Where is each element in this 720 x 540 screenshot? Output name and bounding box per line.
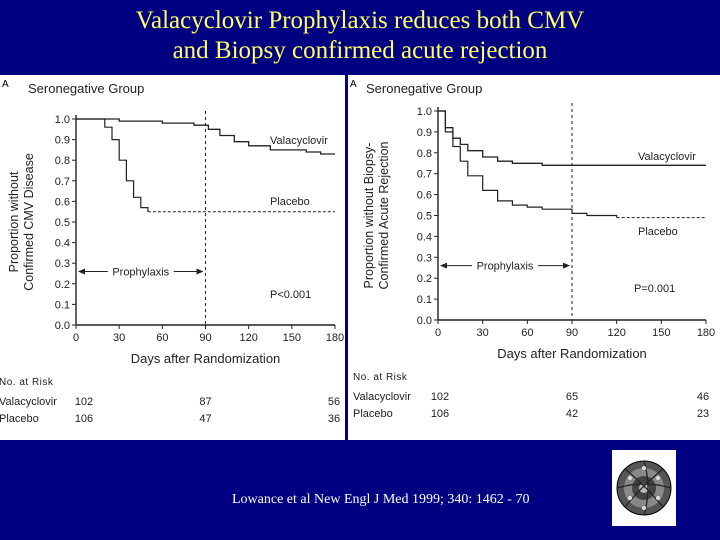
y-tick-label: 0.1 [417, 294, 432, 306]
x-tick-label: 30 [113, 332, 125, 344]
slide-title: Valacyclovir Prophylaxis reduces both CM… [0, 6, 720, 66]
y-tick-label: 0.6 [55, 196, 70, 208]
series-label-valacyclovir: Valacyclovir [638, 151, 696, 163]
at-risk-value: 102 [75, 396, 93, 408]
escher-circle-limit-icon [612, 450, 676, 526]
y-tick-label: 0.9 [417, 127, 432, 139]
prophylaxis-arrowhead-right [563, 262, 570, 269]
at-risk-value: 42 [566, 408, 578, 420]
y-axis-label-line-2: Confirmed Acute Rejection [377, 141, 391, 289]
y-tick-label: 0.0 [417, 315, 432, 327]
y-tick-label: 0.8 [55, 155, 70, 167]
prophylaxis-arrowhead-left [440, 262, 447, 269]
at-risk-header: No. at Risk [353, 372, 408, 383]
acute-rejection-chart-panel: A Seronegative Group 0.0 0.1 0.2 0.3 0.4 0.5 0.… [348, 75, 720, 440]
at-risk-row-label: Placebo [0, 413, 39, 425]
prophylaxis-label-bg [107, 263, 174, 278]
x-tick-label: 60 [521, 327, 533, 339]
at-risk-value: 106 [431, 408, 449, 420]
x-tick-label: 150 [652, 327, 670, 339]
x-tick-label: 90 [566, 327, 578, 339]
valacyclovir-curve [76, 118, 335, 155]
x-tick-label: 180 [697, 327, 715, 339]
acute-rejection-km-chart: Seronegative Group 0.0 0.1 0.2 0.3 0.4 0.5 0.6 0… [353, 81, 715, 420]
y-tick-label: 0.3 [417, 252, 432, 264]
y-tick-label: 0.3 [55, 258, 70, 270]
prophylaxis-label-bg [472, 257, 538, 272]
at-risk-value: 65 [566, 391, 578, 403]
at-risk-value: 56 [328, 396, 340, 408]
x-tick-label: 0 [73, 332, 79, 344]
y-tick-label: 0.4 [417, 231, 432, 243]
slide-title-line-1: Valacyclovir Prophylaxis reduces both CM… [135, 7, 585, 34]
x-tick-label: 120 [239, 332, 257, 344]
prophylaxis-label: Prophylaxis [477, 261, 534, 273]
y-tick-label: 0.5 [55, 217, 70, 229]
placebo-curve [76, 118, 149, 212]
prophylaxis-arrowhead-left [78, 268, 85, 275]
y-tick-label: 0.4 [55, 238, 70, 250]
at-risk-value: 106 [75, 413, 93, 425]
x-tick-label: 90 [199, 332, 211, 344]
p-value-label: P=0.001 [634, 283, 675, 295]
chart-title: Seronegative Group [366, 81, 482, 96]
x-axis-label: Days after Randomization [131, 351, 281, 366]
at-risk-row-label: Valacyclovir [0, 396, 57, 408]
y-tick-label: 0.1 [55, 299, 70, 311]
x-tick-label: 150 [283, 332, 301, 344]
y-tick-label: 0.2 [417, 273, 432, 285]
x-tick-label: 120 [607, 327, 625, 339]
slide-title-line-2: and Biopsy confirmed acute rejection [172, 37, 548, 64]
placebo-curve [438, 110, 618, 218]
citation: Lowance et al New Engl J Med 1999; 340: … [232, 492, 530, 507]
y-tick-label: 0.0 [55, 320, 70, 332]
at-risk-value: 36 [328, 413, 340, 425]
at-risk-value: 102 [431, 391, 449, 403]
prophylaxis-label: Prophylaxis [112, 266, 169, 278]
p-value-label: P<0.001 [270, 289, 311, 301]
y-axis-label-line-2: Confirmed CMV Disease [22, 153, 36, 291]
x-tick-label: 30 [477, 327, 489, 339]
panel-letter: A [2, 79, 9, 90]
prophylaxis-arrowhead-right [196, 268, 204, 275]
series-label-valacyclovir: Valacyclovir [270, 135, 328, 147]
valacyclovir-curve [438, 110, 706, 166]
y-tick-label: 1.0 [417, 106, 432, 118]
y-tick-label: 0.7 [417, 169, 432, 181]
cmv-disease-chart-panel: A Seronegative Group 0.0 0.1 0.2 0.3 0.4 0.5 0.… [0, 75, 345, 440]
at-risk-row-label: Placebo [353, 408, 393, 420]
chart-title: Seronegative Group [28, 81, 144, 96]
at-risk-row-label: Valacyclovir [353, 391, 411, 403]
escher-logo-graphic [616, 460, 672, 516]
y-tick-label: 0.7 [55, 176, 70, 188]
at-risk-value: 47 [199, 413, 211, 425]
x-axis-label: Days after Randomization [497, 346, 647, 361]
y-tick-label: 0.8 [417, 148, 432, 160]
y-axis-label-line-1: Proportion without [7, 171, 21, 272]
at-risk-value: 23 [697, 408, 709, 420]
y-axis-label-line-1: Proportion without Biopsy- [362, 143, 376, 289]
y-tick-label: 0.6 [417, 190, 432, 202]
y-tick-label: 1.0 [55, 114, 70, 126]
cmv-disease-km-chart: Seronegative Group 0.0 0.1 0.2 0.3 0.4 0.5 0.6 0… [0, 81, 344, 425]
y-tick-label: 0.2 [55, 279, 70, 291]
series-label-placebo: Placebo [270, 196, 310, 208]
y-tick-label: 0.9 [55, 135, 70, 147]
x-tick-label: 180 [326, 332, 344, 344]
at-risk-value: 46 [697, 391, 709, 403]
x-tick-label: 60 [156, 332, 168, 344]
x-tick-label: 0 [435, 327, 441, 339]
panel-letter: A [350, 79, 357, 90]
y-tick-label: 0.5 [417, 211, 432, 223]
at-risk-value: 87 [199, 396, 211, 408]
at-risk-header: No. at Risk [0, 377, 54, 388]
series-label-placebo: Placebo [638, 226, 678, 238]
